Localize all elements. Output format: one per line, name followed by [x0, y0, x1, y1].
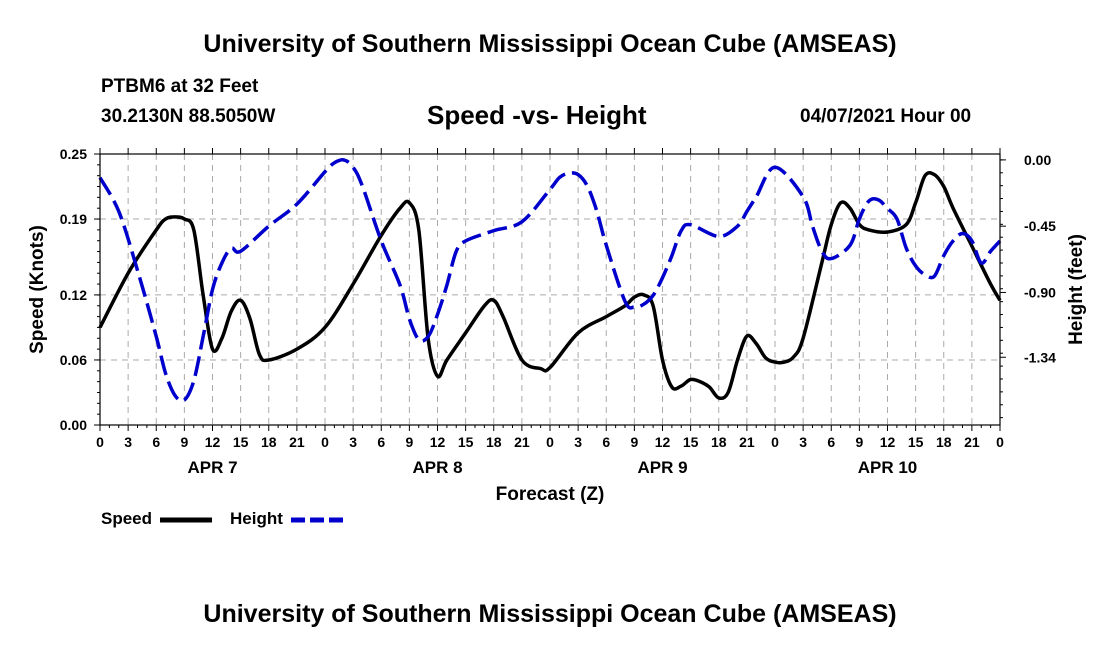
legend-height-label: Height [230, 509, 283, 528]
x-tick-label: 15 [908, 434, 924, 450]
chart-title: Speed -vs- Height [427, 100, 647, 130]
x-tick-label: 3 [349, 434, 357, 450]
series-layer [98, 157, 1002, 403]
x-day-label: APR 8 [412, 458, 462, 477]
y-tick-label: 0.00 [60, 417, 87, 433]
y-tick-label: 0.25 [60, 146, 87, 162]
station-coordinates: 30.2130N 88.5050W [101, 106, 276, 127]
x-day-label: APR 9 [637, 458, 687, 477]
x-tick-label: 15 [683, 434, 699, 450]
y-axis-label: Speed (Knots) [27, 225, 48, 354]
x-day-label: APR 10 [858, 458, 918, 477]
x-tick-label: 9 [630, 434, 638, 450]
x-tick-label: 18 [711, 434, 727, 450]
x-tick-label: 12 [430, 434, 446, 450]
station-name: PTBM6 at 32 Feet [101, 76, 259, 97]
x-tick-label: 15 [458, 434, 474, 450]
x-tick-label: 15 [233, 434, 249, 450]
x-tick-label: 21 [739, 434, 755, 450]
x-tick-label: 0 [96, 434, 104, 450]
x-tick-label: 21 [289, 434, 305, 450]
x-tick-label: 18 [486, 434, 502, 450]
x-tick-label: 0 [321, 434, 329, 450]
x-tick-label: 0 [546, 434, 554, 450]
y2-tick-label: -0.45 [1024, 218, 1056, 234]
x-day-label: APR 7 [187, 458, 237, 477]
y-tick-label: 0.19 [60, 211, 87, 227]
legend-speed-label: Speed [101, 509, 153, 528]
x-tick-label: 9 [405, 434, 413, 450]
height-series-line [98, 157, 1002, 403]
forecast-datetime: 04/07/2021 Hour 00 [800, 106, 972, 127]
x-tick-label: 9 [180, 434, 188, 450]
x-tick-label: 3 [124, 434, 132, 450]
x-tick-label: 21 [514, 434, 530, 450]
x-tick-label: 18 [261, 434, 277, 450]
axis-layer: 0 3 6 9 12 15 18 21 0 3 6 9 12 15 18 21 0 3 6 9 12 15 18 21 0 3 6 9… [60, 146, 1056, 477]
x-tick-label: 3 [574, 434, 582, 450]
x-tick-label: 6 [152, 434, 160, 450]
x-tick-label: 6 [602, 434, 610, 450]
x-tick-label: 18 [936, 434, 952, 450]
x-tick-label: 3 [799, 434, 807, 450]
x-tick-label: 12 [205, 434, 221, 450]
x-tick-label: 12 [655, 434, 671, 450]
y2-tick-label: -0.90 [1024, 284, 1056, 300]
x-axis-label: Forecast (Z) [496, 484, 605, 505]
speed-series-line [98, 170, 1002, 401]
grid-layer [100, 154, 1000, 425]
y2-tick-label: -1.34 [1024, 349, 1056, 365]
x-tick-label: 0 [996, 434, 1004, 450]
y-tick-label: 0.06 [60, 352, 87, 368]
page-title: University of Southern Mississippi Ocean… [203, 30, 897, 58]
footer-title: University of Southern Mississippi Ocean… [203, 600, 897, 628]
y-tick-label: 0.12 [60, 287, 87, 303]
x-tick-label: 21 [964, 434, 980, 450]
x-tick-label: 6 [827, 434, 835, 450]
y2-tick-label: 0.00 [1024, 152, 1051, 168]
x-tick-label: 0 [771, 434, 779, 450]
x-tick-label: 6 [377, 434, 385, 450]
x-tick-label: 12 [880, 434, 896, 450]
x-tick-label: 9 [855, 434, 863, 450]
y2-axis-label: Height (feet) [1066, 234, 1087, 345]
